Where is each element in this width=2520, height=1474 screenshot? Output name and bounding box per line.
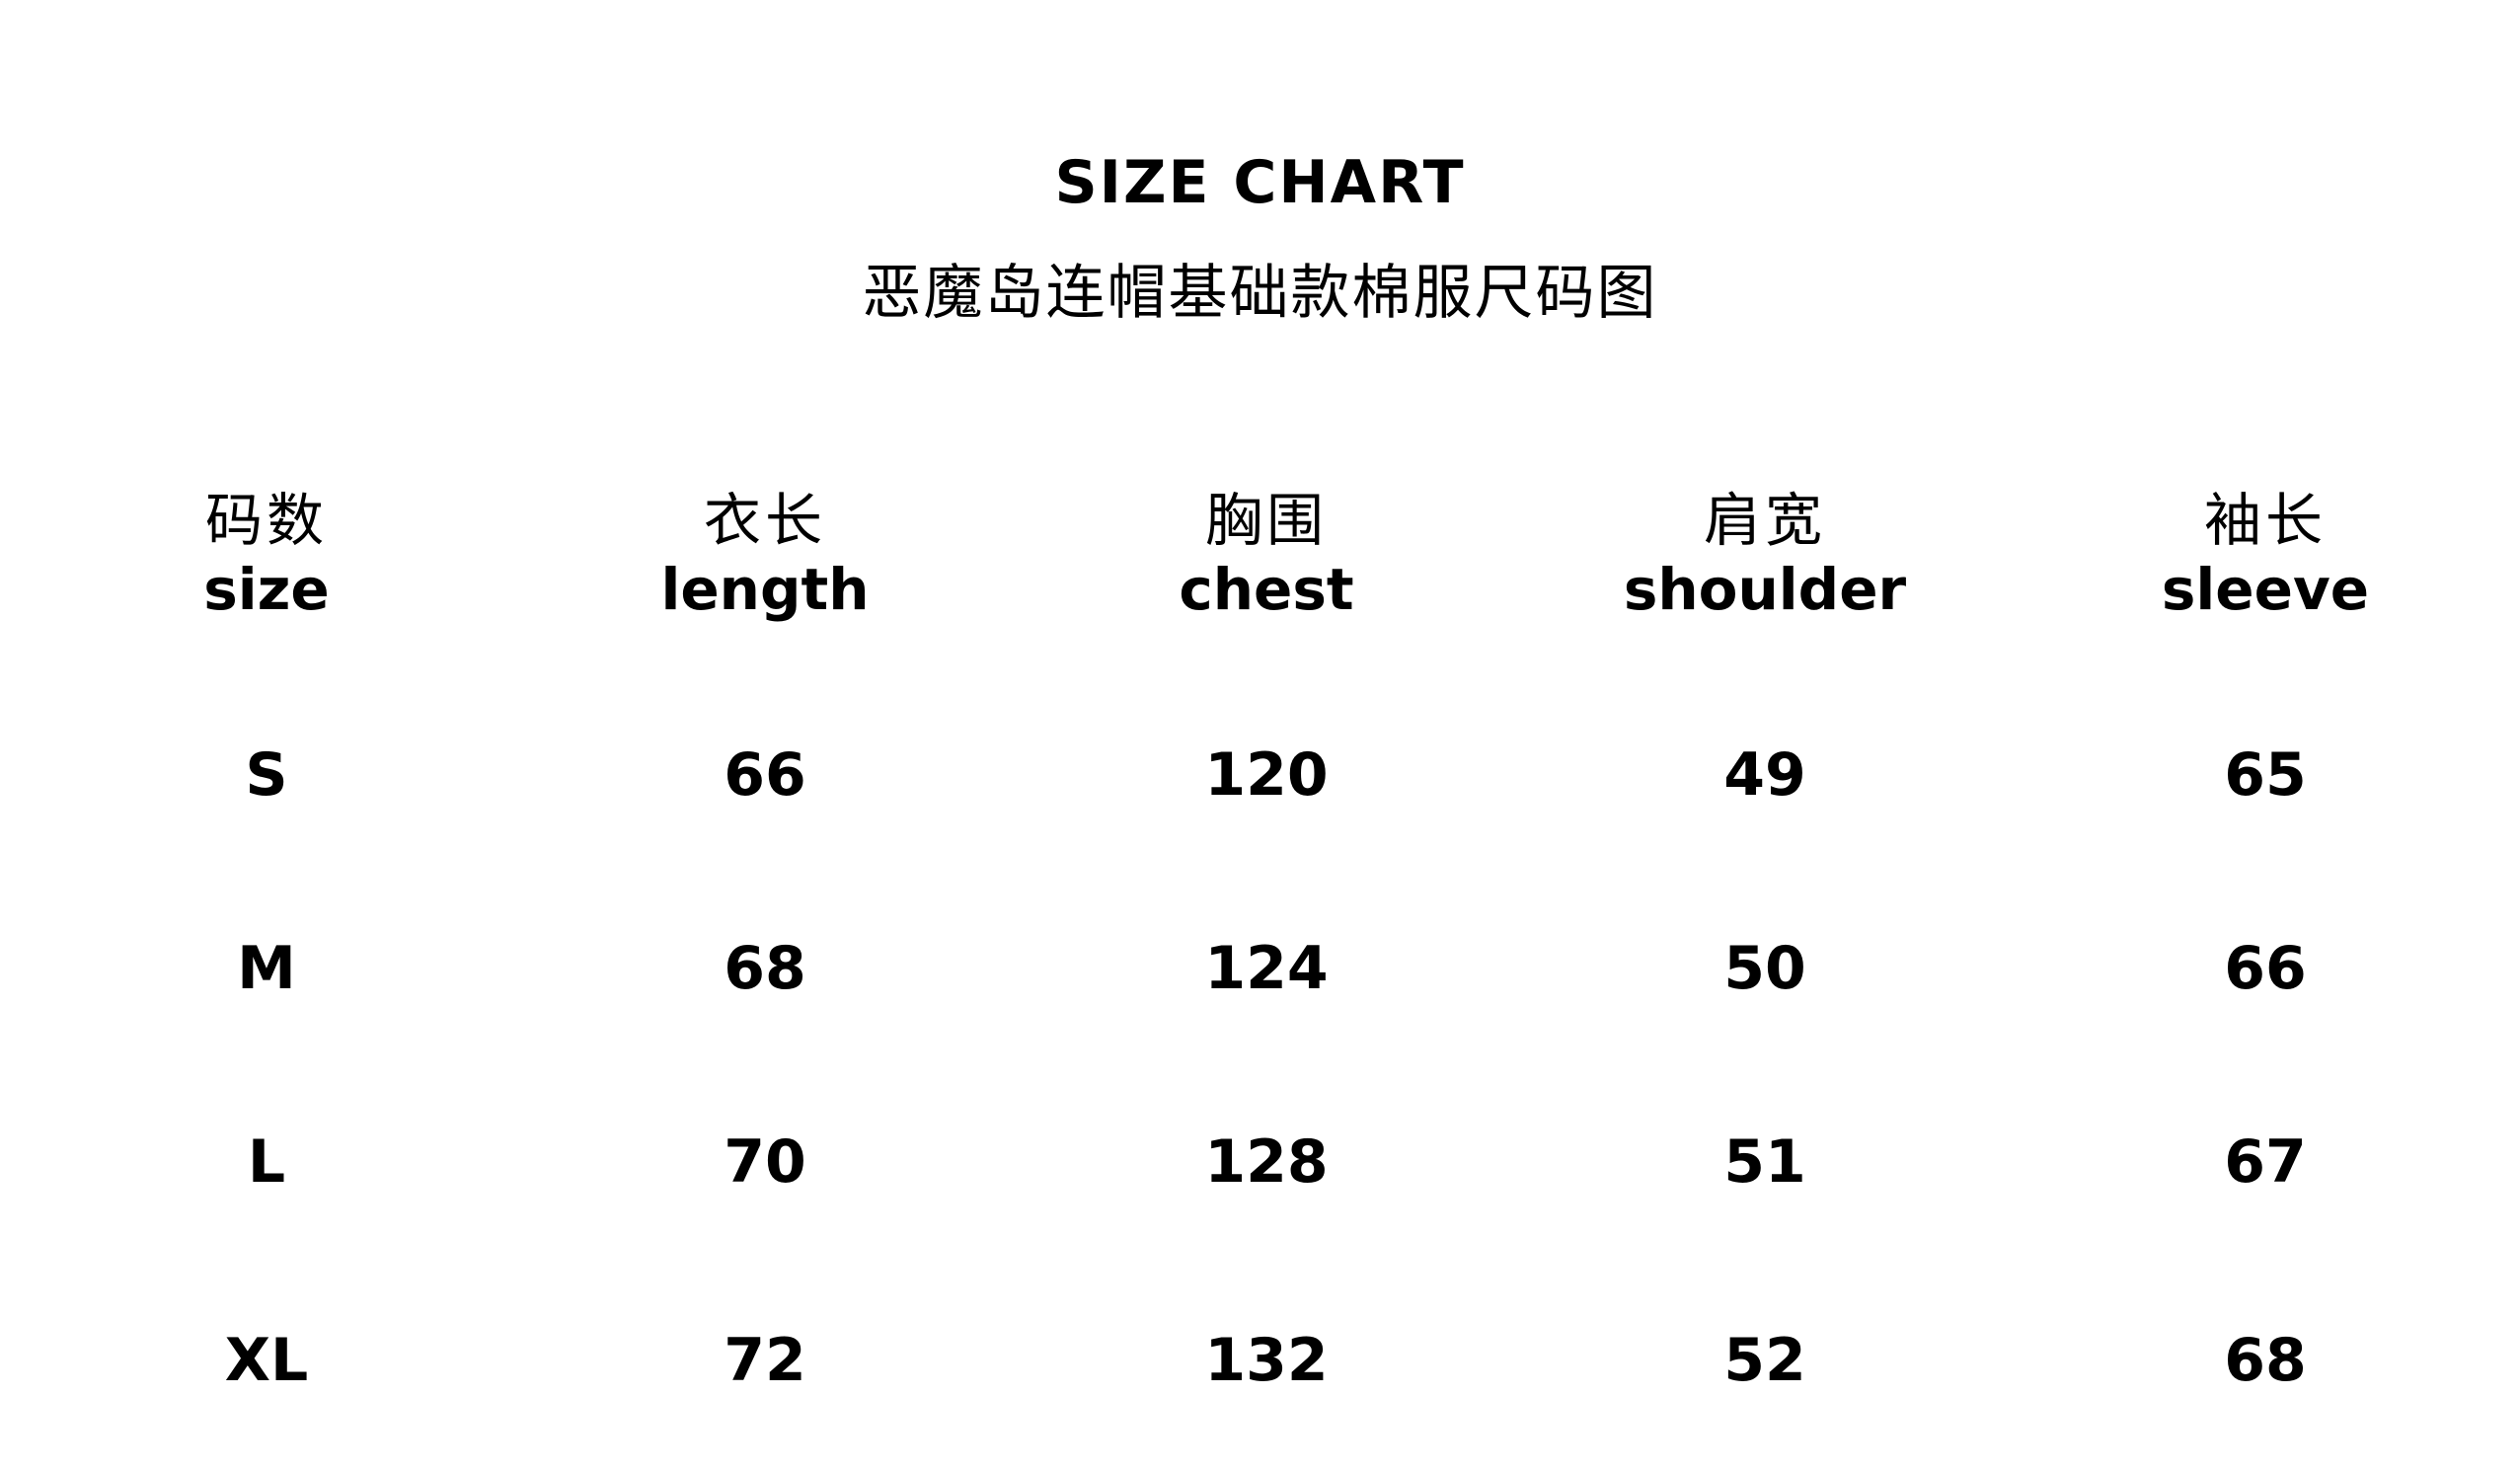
table-cell: 68 [2224,1326,2307,1395]
table-cell: 51 [1723,1127,1806,1197]
column-header-en: length [660,556,870,623]
table-cell: 52 [1723,1326,1806,1395]
size-label: XL [224,1326,309,1395]
column-header-en: shoulder [1623,556,1907,623]
column-header-zh: 码数 [204,487,328,554]
table-cell: 124 [1204,934,1329,1003]
column-header-en: size [203,556,330,623]
column-header-zh: 胸围 [1204,487,1328,554]
table-cell: 50 [1723,934,1806,1003]
column-header-en: chest [1179,556,1354,623]
table-cell: 128 [1204,1127,1329,1197]
table-cell: 72 [724,1326,806,1395]
table-cell: 132 [1204,1326,1329,1395]
table-cell: 65 [2224,740,2307,810]
table-cell: 49 [1723,740,1806,810]
size-label: S [245,740,288,810]
table-cell: 66 [2224,934,2307,1003]
column-header-en: sleeve [2161,556,2370,623]
column-header-zh: 肩宽 [1703,487,1826,554]
table-cell: 67 [2224,1127,2307,1197]
column-header-zh: 袖长 [2203,487,2327,554]
column-header-zh: 衣长 [703,487,826,554]
size-label: M [237,934,296,1003]
table-cell: 70 [724,1127,806,1197]
table-cell: 66 [724,740,806,810]
size-label: L [247,1127,286,1197]
table-cell: 120 [1204,740,1329,810]
chart-subtitle: 恶魔岛连帽基础款棉服尺码图 [862,259,1658,328]
chart-title: SIZE CHART [1054,148,1466,217]
table-cell: 68 [724,934,806,1003]
